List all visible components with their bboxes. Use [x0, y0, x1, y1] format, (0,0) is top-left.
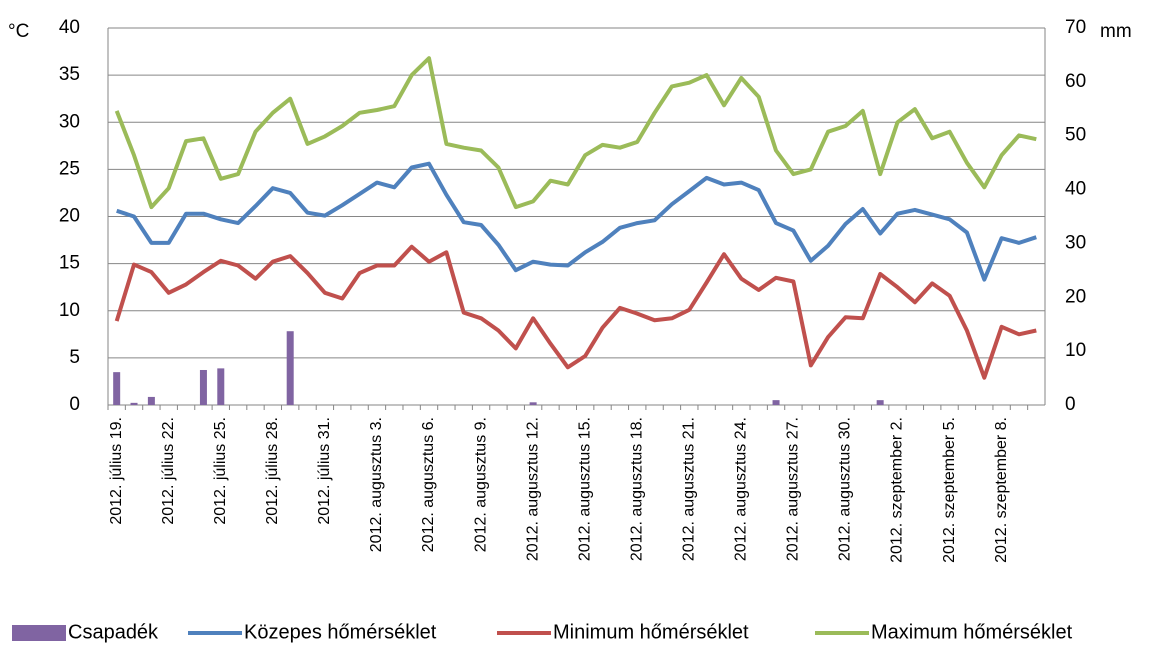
y2-tick-label: 70	[1065, 17, 1086, 38]
y-tick-label: 0	[69, 394, 80, 415]
y-tick-label: 40	[59, 17, 80, 38]
x-tick-label: 2012. augusztus 3.	[368, 417, 385, 552]
line	[114, 56, 1037, 210]
bar	[286, 331, 294, 405]
y-tick-label: 30	[59, 111, 80, 132]
bar	[217, 368, 225, 405]
y2-tick-label: 20	[1065, 286, 1086, 307]
y-tick-label: 35	[59, 64, 80, 85]
legend-label: Közepes hőmérséklet	[244, 621, 437, 643]
x-tick-label: 2012. augusztus 6.	[420, 417, 437, 552]
x-tick-label: 2012. július 25.	[212, 417, 229, 525]
y-tick-label: 25	[59, 158, 80, 179]
line	[116, 161, 1037, 282]
x-tick-label: 2012. szeptember 8.	[993, 417, 1010, 563]
y2-tick-label: 10	[1065, 340, 1086, 361]
x-tick-label: 2012. július 31.	[316, 417, 333, 525]
x-tick-label: 2012. augusztus 12.	[524, 417, 541, 561]
x-tick-label: 2012. augusztus 21.	[681, 417, 698, 561]
y-tick-label: 5	[69, 347, 80, 368]
x-tick-label: 2012. július 19.	[108, 417, 125, 525]
bar	[529, 402, 537, 405]
x-tick-label: 2012. augusztus 24.	[733, 417, 750, 561]
x-tick-label: 2012. július 22.	[160, 417, 177, 525]
y2-tick-label: 40	[1065, 179, 1086, 200]
x-tick-label: 2012. július 28.	[264, 417, 281, 525]
bar	[130, 402, 138, 405]
legend-label: Minimum hőmérséklet	[553, 621, 749, 643]
y2-tick-label: 30	[1065, 232, 1086, 253]
x-tick-label: 2012. szeptember 2.	[889, 417, 906, 563]
bar	[147, 396, 155, 405]
legend-label: Csapadék	[68, 621, 159, 643]
x-tick-label: 2012. augusztus 27.	[785, 417, 802, 561]
y-unit: °C	[8, 21, 29, 42]
x-tick-label: 2012. szeptember 5.	[941, 417, 958, 563]
y-tick-label: 10	[59, 300, 80, 321]
bar	[199, 369, 207, 405]
y-tick-label: 20	[59, 206, 80, 227]
y2-tick-label: 0	[1065, 394, 1076, 415]
x-tick-label: 2012. augusztus 9.	[472, 417, 489, 552]
x-tick-label: 2012. augusztus 30.	[837, 417, 854, 561]
bar	[772, 400, 780, 405]
bar	[113, 372, 121, 405]
y2-unit: mm	[1100, 21, 1132, 42]
x-tick-label: 2012. augusztus 15.	[576, 417, 593, 561]
y2-tick-label: 50	[1065, 125, 1086, 146]
line	[114, 244, 1037, 380]
y2-tick-label: 60	[1065, 71, 1086, 92]
bar	[876, 400, 884, 405]
legend-label: Maximum hőmérséklet	[871, 621, 1073, 643]
y-tick-label: 15	[59, 253, 80, 274]
legend-swatch	[12, 625, 66, 641]
x-tick-label: 2012. augusztus 18.	[628, 417, 645, 561]
